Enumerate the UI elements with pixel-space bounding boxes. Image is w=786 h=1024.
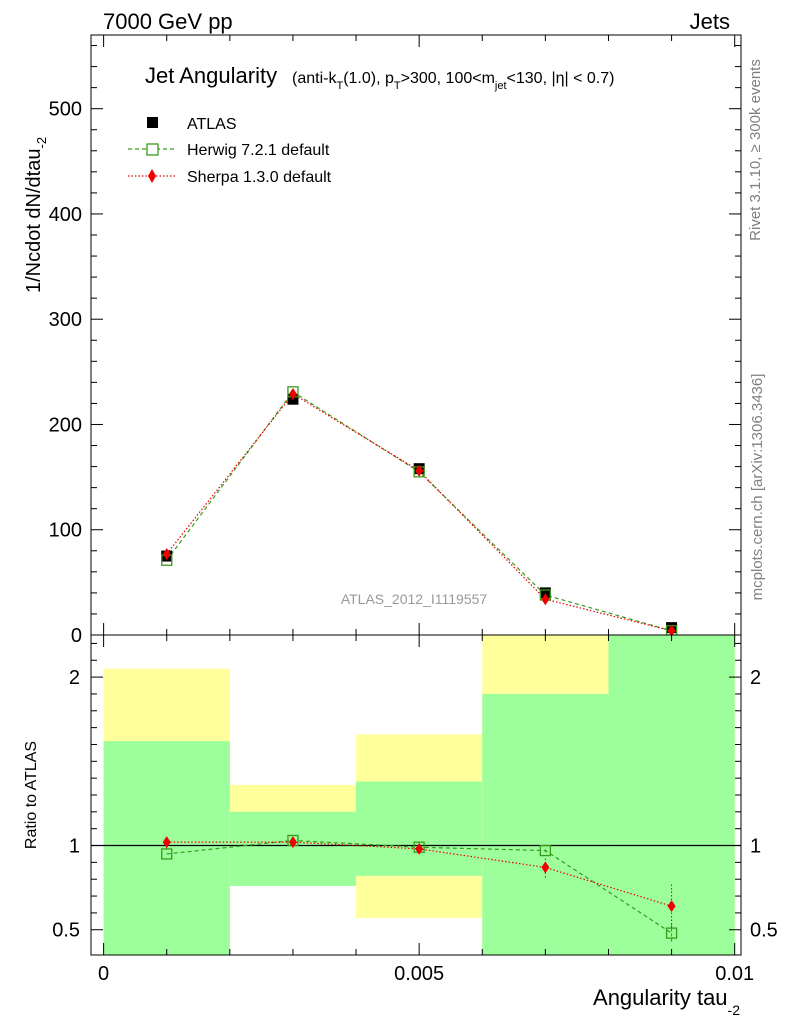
sherpa-ratio-point [667, 900, 676, 913]
ratio-band-inner [356, 781, 483, 876]
main-y-tick-label: 400 [49, 204, 82, 226]
main-y-tick-label: 0 [71, 625, 82, 647]
mcplots-label: mcplots.cern.ch [arXiv:1306.3436] [749, 374, 766, 601]
ratio-y-tick-label: 2 [69, 667, 80, 689]
sherpa-point [162, 547, 171, 560]
legend-entry-atlas: ATLAS [147, 116, 237, 133]
ratio-band-inner [229, 811, 357, 886]
legend-marker-herwig [146, 143, 159, 156]
main-y-tick-label: 200 [49, 414, 82, 436]
sherpa-ratio-point [541, 861, 550, 874]
x-tick-label: 0.005 [394, 963, 444, 985]
legend: ATLAS Herwig 7.2.1 default Sherpa 1.3.0 … [128, 116, 332, 186]
main-y-tick-label: 300 [49, 309, 82, 331]
rivet-version-label: Rivet 3.1.10, ≥ 300k events [747, 59, 764, 241]
legend-label-sherpa: Sherpa 1.3.0 default [187, 169, 332, 186]
herwig-ratio-point [161, 848, 173, 860]
legend-label-atlas: ATLAS [187, 116, 237, 133]
sherpa-ratio-point [162, 836, 171, 849]
legend-marker-atlas [147, 117, 158, 128]
main-y-tick-label: 500 [49, 99, 82, 121]
x-tick-label: 0 [98, 963, 109, 985]
ratio-y-tick-label-right: 1 [750, 836, 761, 858]
header-energy: 7000 GeV pp [103, 9, 233, 34]
herwig-ratio-point [539, 844, 552, 857]
herwig-ratio-point [665, 927, 678, 939]
main-y-tick-label: 100 [49, 520, 82, 542]
legend-label-herwig: Herwig 7.2.1 default [187, 142, 330, 159]
legend-entry-sherpa: Sherpa 1.3.0 default [128, 169, 332, 186]
sherpa-point [288, 387, 297, 400]
header-jets: Jets [690, 9, 730, 34]
plot-title-main: Jet Angularity [145, 63, 277, 88]
analysis-watermark: ATLAS_2012_I1119557 [341, 591, 488, 607]
sherpa-line [166, 393, 672, 632]
ratio-y-tick-label: 0.5 [52, 920, 80, 942]
ratio-y-tick-label-right: 2 [750, 667, 761, 689]
plot-title-sub: (anti-kT(1.0), pT>300, 100<mjet<130, |η|… [292, 70, 614, 92]
ratio-y-tick-label-right: 0.5 [750, 920, 778, 942]
ratio-y-axis-label: Ratio to ATLAS [23, 741, 40, 849]
sherpa-point [541, 593, 550, 606]
main-y-axis-label: 1/Ncdot dN/dtau-2 [23, 137, 49, 293]
sherpa-point [415, 464, 424, 477]
sherpa-ratio-point [415, 842, 424, 855]
x-axis-label: Angularity tau-2 [593, 985, 740, 1018]
legend-entry-herwig: Herwig 7.2.1 default [128, 142, 330, 159]
x-tick-label: 0.01 [715, 963, 754, 985]
ratio-y-tick-label: 1 [69, 836, 80, 858]
sherpa-ratio-point [288, 836, 297, 849]
atlas-point [539, 587, 551, 599]
ratio-plot-panel: 0.5 0.5 1 1 2 2 [52, 634, 778, 956]
sherpa-point [667, 624, 676, 637]
legend-marker-sherpa [148, 169, 156, 183]
ratio-band-inner [482, 693, 609, 955]
